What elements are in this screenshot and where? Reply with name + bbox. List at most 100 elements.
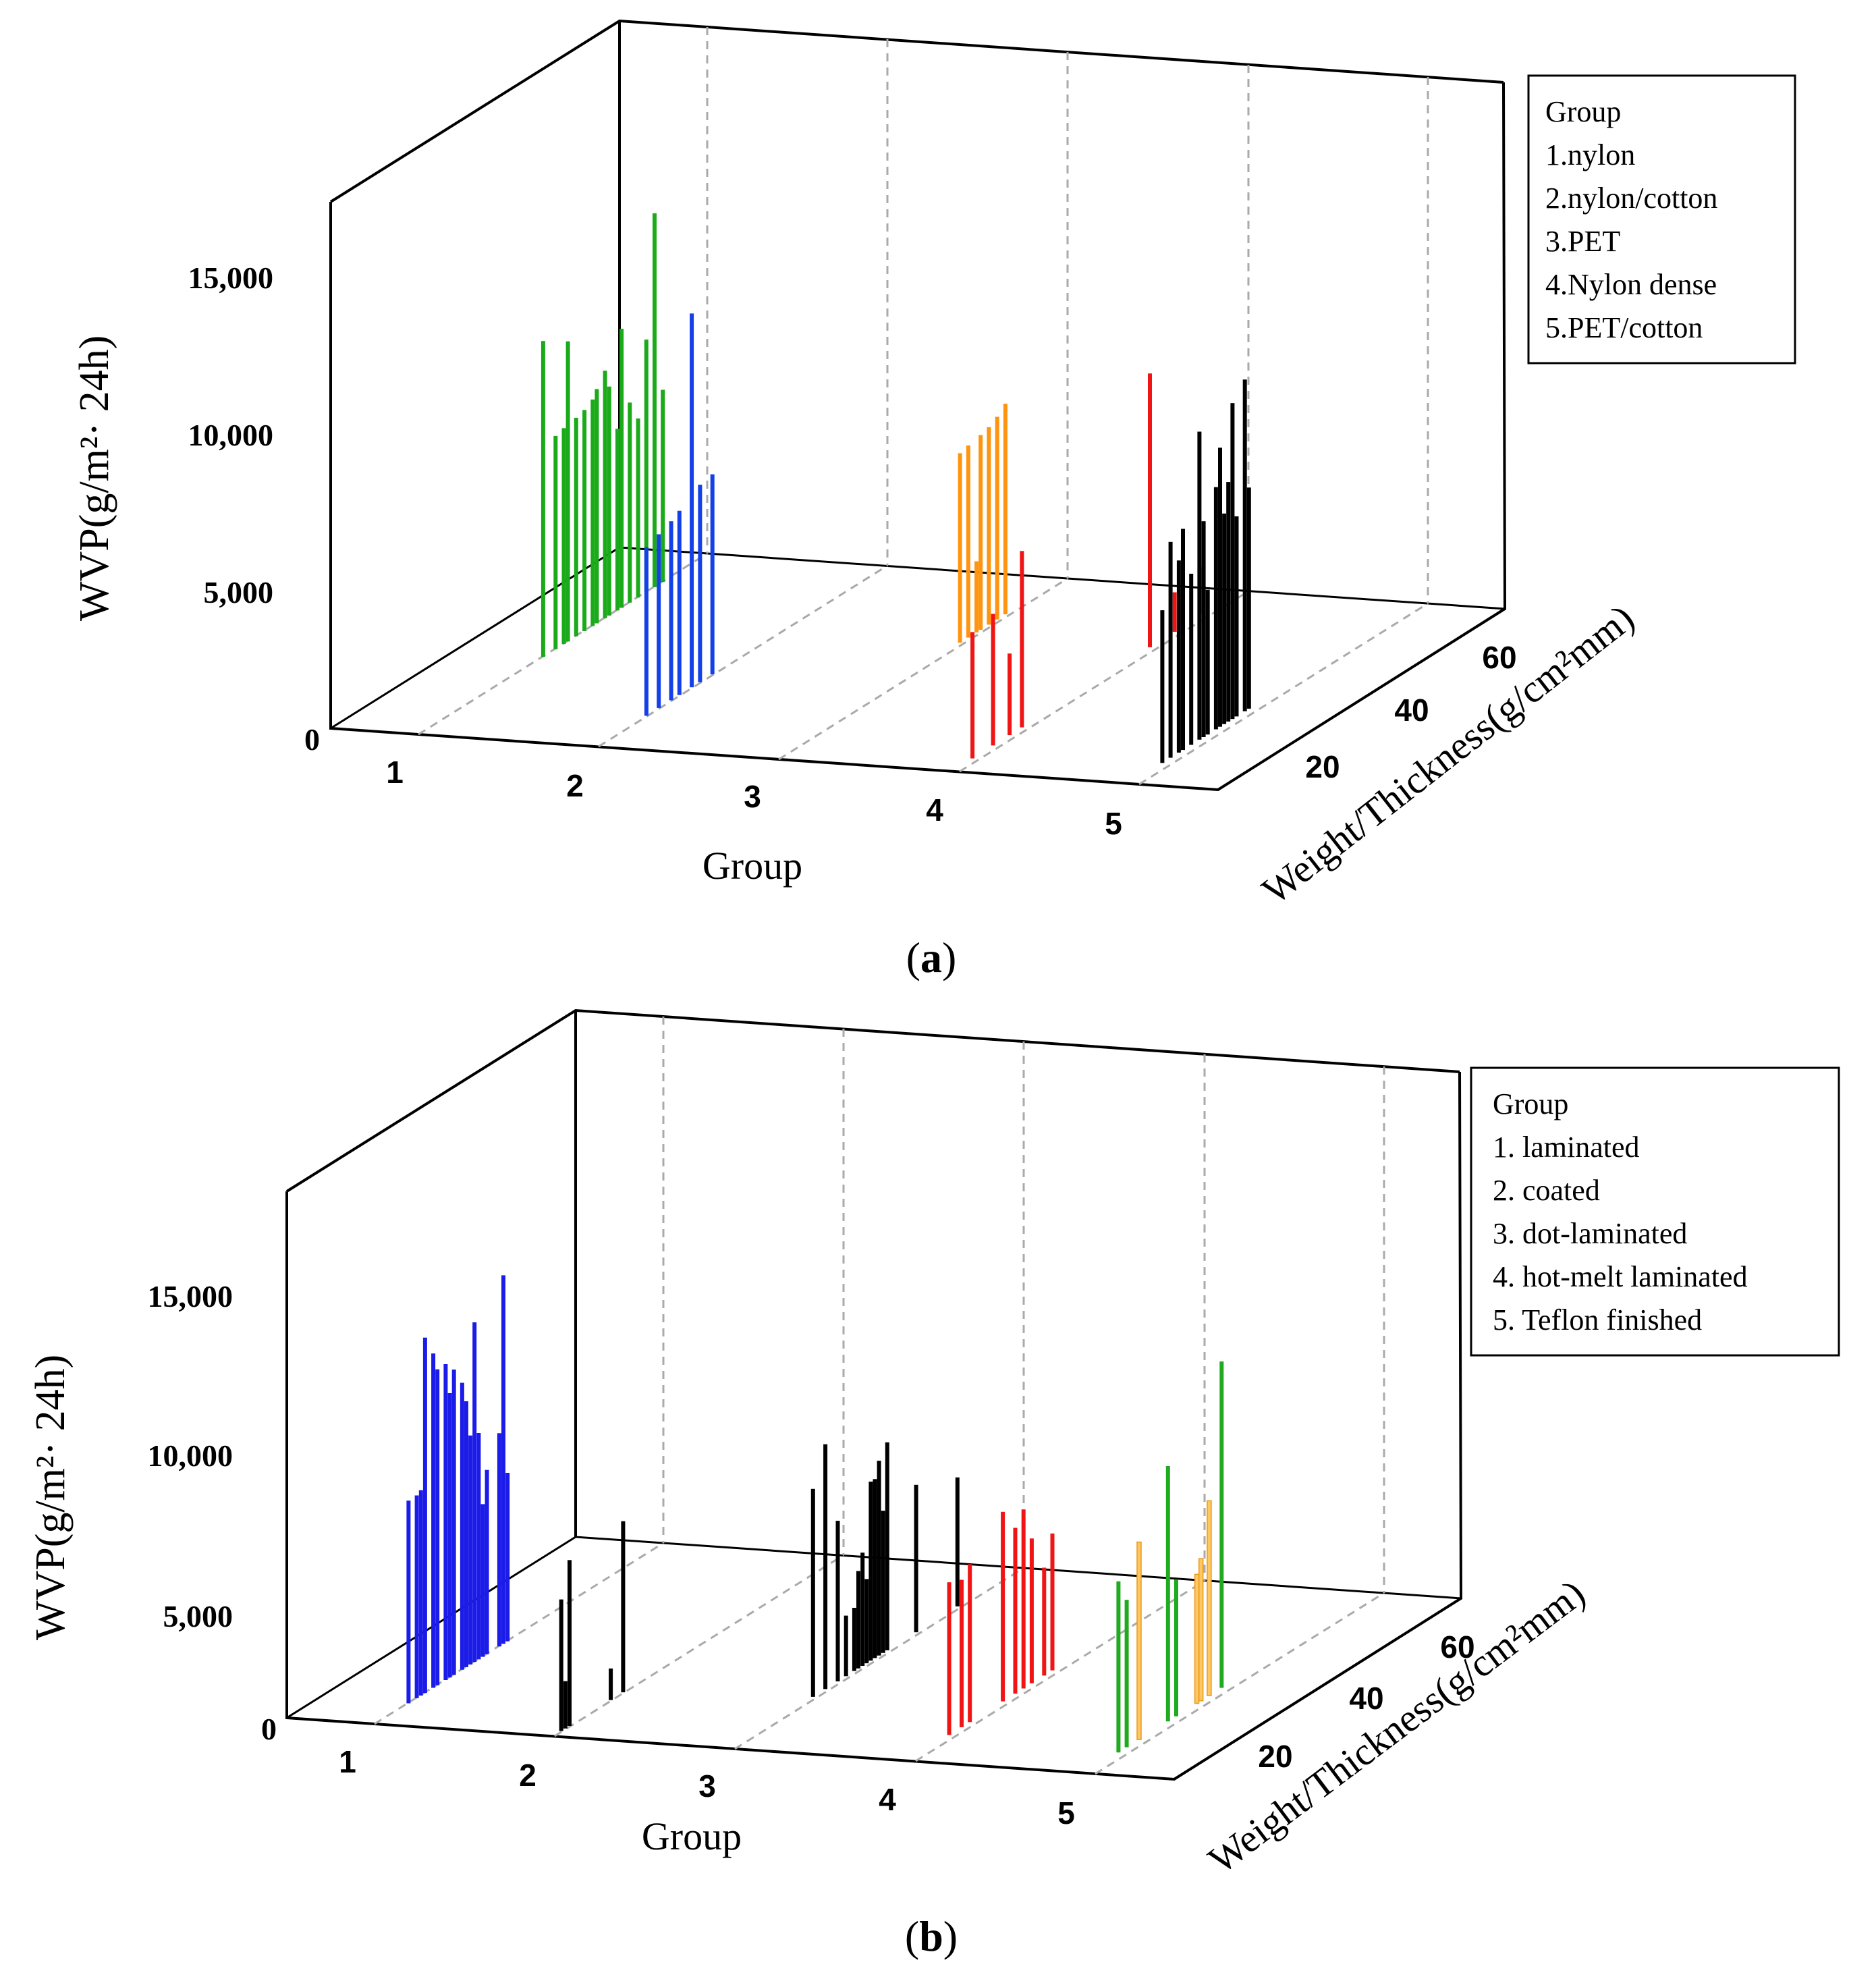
bar <box>968 1564 972 1723</box>
bar <box>609 1668 613 1700</box>
legend-item: 4. hot-melt laminated <box>1493 1260 1748 1293</box>
bar <box>1165 1466 1170 1722</box>
bar <box>1013 1527 1018 1694</box>
bar <box>1197 431 1202 740</box>
bar <box>868 1482 873 1661</box>
bar <box>955 1477 960 1606</box>
bar <box>480 1504 485 1657</box>
legend-item: 1.nylon <box>1545 138 1635 171</box>
legend-title: Group <box>1545 95 1621 128</box>
panel-a-back-gridlines <box>706 27 1429 603</box>
bar <box>1050 1533 1055 1671</box>
bar <box>1198 1558 1204 1702</box>
bar <box>669 521 673 701</box>
bar <box>698 485 702 682</box>
y-tick-label: 40 <box>1394 693 1429 728</box>
bar <box>835 1521 840 1681</box>
bar <box>885 1442 889 1650</box>
panel-a-legend: Group 1.nylon 2.nylon/cotton 3.PET 4.Nyl… <box>1527 74 1796 364</box>
bar <box>995 416 999 620</box>
bar <box>561 428 566 645</box>
bar <box>590 399 595 626</box>
bar <box>1218 448 1222 727</box>
x-tick-label: 4 <box>926 792 943 828</box>
bar <box>1003 404 1008 615</box>
panel-a: 0 5,000 10,000 15,000 WVP(g/m²· 24h) 1 2… <box>72 19 1796 981</box>
bar <box>1160 610 1165 763</box>
bar <box>485 1469 489 1654</box>
legend-item: 5. Teflon finished <box>1493 1303 1702 1336</box>
bar <box>476 1433 481 1660</box>
bar <box>970 632 975 759</box>
panel-label: (a) <box>906 934 957 981</box>
bar <box>873 1479 877 1658</box>
x-axis-title: Group <box>642 1814 742 1858</box>
legend-item: 1. laminated <box>1493 1131 1640 1164</box>
x-tick-label: 1 <box>339 1744 356 1779</box>
panel-a-x-ticks: 1 2 3 4 5 <box>386 755 1122 841</box>
bar <box>958 453 962 643</box>
bar <box>501 1275 505 1644</box>
legend-item: 4.Nylon dense <box>1545 268 1717 301</box>
legend-item: 2.nylon/cotton <box>1545 182 1717 215</box>
bar <box>881 1511 885 1653</box>
panel-b-bars <box>406 1275 1224 1753</box>
bar <box>914 1484 918 1633</box>
x-tick-label: 2 <box>519 1758 536 1793</box>
bar <box>1189 574 1194 745</box>
legend-title: Group <box>1493 1087 1568 1120</box>
bar <box>1116 1581 1121 1753</box>
legend-item: 3.PET <box>1545 225 1620 258</box>
bar <box>460 1382 464 1670</box>
panel-b-legend: Group 1. laminated 2. coated 3. dot-lami… <box>1470 1066 1840 1357</box>
panel-b-z-ticks: 0 5,000 10,000 15,000 <box>148 1279 277 1746</box>
bar <box>978 435 983 630</box>
bar <box>1042 1567 1047 1676</box>
panel-label-letter: b <box>919 1912 943 1960</box>
bar <box>447 1393 452 1678</box>
bar <box>1226 482 1231 722</box>
bar <box>1168 541 1173 758</box>
panel-b: 0 5,000 10,000 15,000 WVP(g/m²· 24h) 1 2… <box>28 1008 1840 1960</box>
panel-b-y-ticks: 20 40 60 <box>1258 1629 1474 1774</box>
bar <box>653 213 657 587</box>
z-tick-label: 5,000 <box>163 1599 233 1633</box>
panel-a-frame <box>329 19 1507 792</box>
bar <box>541 341 545 657</box>
bar <box>947 1582 951 1735</box>
bar <box>1029 1538 1034 1683</box>
bar <box>607 386 611 616</box>
bar <box>690 313 694 688</box>
legend-item: 2. coated <box>1493 1174 1600 1207</box>
x-tick-label: 5 <box>1057 1795 1075 1831</box>
z-axis-title: WVP(g/m²· 24h) <box>72 335 117 621</box>
y-tick-label: 60 <box>1482 640 1516 675</box>
panel-b-floor-gridlines <box>374 1542 1385 1775</box>
panel-label-letter: a <box>920 934 942 981</box>
bar <box>582 410 587 631</box>
bar <box>1148 373 1152 647</box>
bar <box>1207 1500 1212 1696</box>
x-axis-title: Group <box>702 844 802 888</box>
x-tick-label: 3 <box>744 779 761 814</box>
bar <box>657 534 661 708</box>
bar <box>619 329 624 608</box>
bar <box>435 1369 440 1685</box>
bar <box>991 614 995 746</box>
bar <box>1174 1579 1178 1716</box>
bar <box>468 1435 473 1665</box>
z-tick-label: 10,000 <box>148 1438 233 1473</box>
bar <box>1136 1541 1142 1740</box>
y-tick-label: 60 <box>1440 1629 1474 1665</box>
bar <box>860 1552 865 1666</box>
bar <box>505 1473 510 1642</box>
y-tick-label: 20 <box>1258 1739 1292 1774</box>
panel-b-frame <box>285 1008 1463 1781</box>
panel-a-z-ticks: 0 5,000 10,000 15,000 <box>188 261 321 757</box>
bar <box>422 1337 427 1694</box>
bar <box>1230 403 1235 720</box>
bar <box>1124 1600 1129 1748</box>
bar <box>1246 487 1251 709</box>
panel-b-back-gridlines <box>662 1017 1385 1593</box>
